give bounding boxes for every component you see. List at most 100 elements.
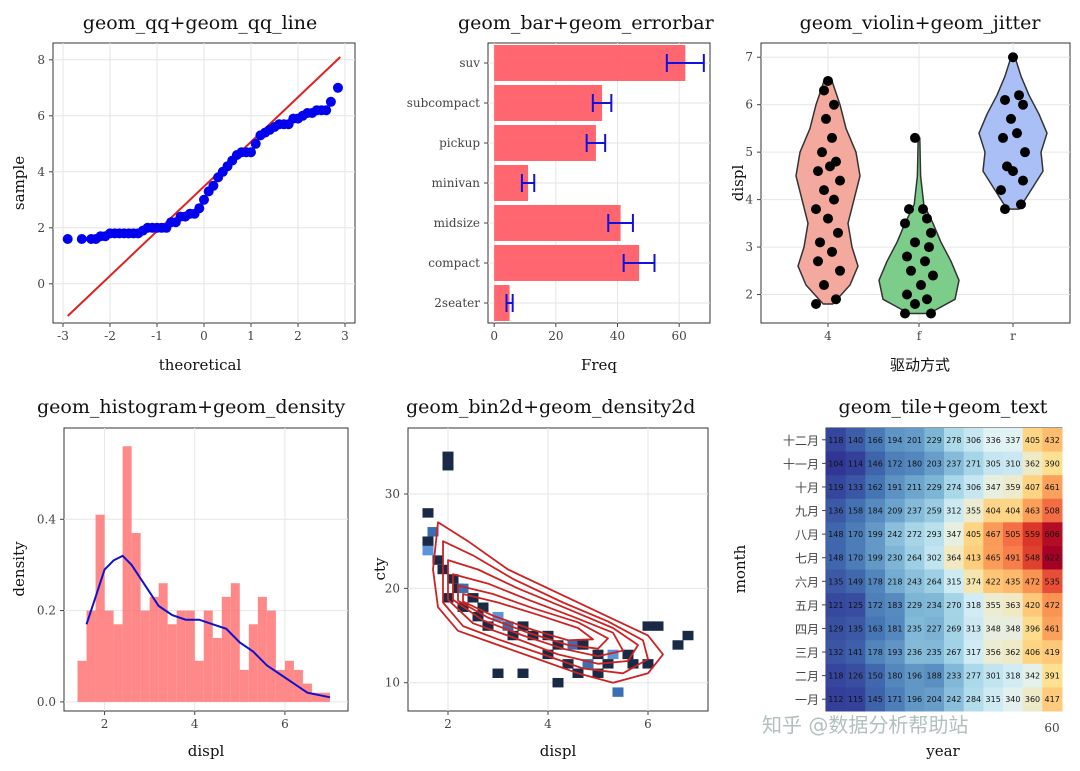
tile-cell-value: 230: [887, 554, 902, 563]
tile-cell-value: 272: [907, 530, 922, 539]
tile-cell: [944, 545, 965, 570]
bar-x-tick-label: 60: [672, 329, 687, 343]
tile-cell-value: 170: [848, 554, 863, 563]
tile-cell: [983, 451, 1004, 476]
bin2d-tile: [507, 630, 519, 641]
tile-cell-value: 312: [946, 507, 961, 516]
tile-cell-value: 284: [966, 695, 981, 704]
tile-cell: [826, 593, 847, 618]
tile-cell: [924, 451, 945, 476]
bin2d-tile: [482, 621, 494, 631]
bin2d-y-tick-label: 10: [385, 676, 400, 690]
tile-cell: [845, 522, 866, 547]
qq-point: [76, 234, 87, 244]
violin-y-tick-label: 2: [745, 288, 753, 302]
bin2d-tile: [492, 668, 504, 678]
tile-cell: [1042, 498, 1063, 523]
hist-x-ticks: 2 4 6: [101, 711, 289, 731]
bar-x-tick-label: 20: [548, 329, 563, 343]
tile-cell: [983, 475, 1004, 500]
tile-month-label: 七月: [795, 552, 819, 566]
jitter-point: [1014, 90, 1024, 101]
jitter-point: [831, 294, 841, 305]
hist-bar: [239, 669, 249, 702]
tile-cell: [924, 428, 945, 453]
bin2d-tile: [457, 583, 469, 594]
jitter-point: [815, 237, 825, 248]
tile-cell: [845, 545, 866, 570]
tile-cell: [865, 498, 886, 523]
violin-x-ticks: 4 f r: [824, 323, 1016, 343]
violin-ylabel: displ: [729, 165, 747, 202]
tile-cell-value: 237: [946, 459, 961, 468]
jitter-point: [900, 218, 910, 229]
tile-month-label: 十二月: [783, 434, 819, 448]
jitter-point: [833, 227, 843, 238]
tile-cell: [904, 687, 925, 712]
bin2d-tile: [427, 527, 439, 537]
tile-cell: [865, 687, 886, 712]
bar-rect: [494, 85, 603, 121]
tile-cell-value: 125: [848, 601, 863, 610]
tile-cells: 118 140 166 194 201 229 278 306 336 337 405 432 104 1…: [826, 428, 1063, 712]
qq-line-segment: [67, 56, 341, 317]
bar-title: geom_bar+geom_errorbar: [458, 12, 715, 34]
hist-y-tick-label: 0.0: [37, 695, 56, 709]
tile-cell-value: 310: [1005, 459, 1020, 468]
tile-cell-value: 315: [986, 695, 1001, 704]
tile-cell-value: 126: [848, 672, 863, 681]
tile-cell-value: 141: [848, 648, 863, 657]
bar-xlabel: Freq: [581, 356, 617, 374]
bin2d-tile: [642, 659, 654, 669]
tile-cell: [845, 640, 866, 665]
tile-cell-value: 305: [986, 459, 1001, 468]
tile-cell: [826, 616, 847, 641]
tile-cell-value: 150: [868, 672, 883, 681]
tile-cell-value: 396: [1025, 624, 1040, 633]
hist-x-tick-label: 6: [281, 717, 289, 731]
tile-cell-value: 119: [828, 483, 843, 492]
tile-cell-value: 302: [927, 554, 942, 563]
tile-cell: [944, 640, 965, 665]
bin2d-tile: [542, 649, 554, 660]
bin2d-x-tick-label: 2: [444, 717, 452, 731]
tile-cell: [865, 428, 886, 453]
watermark-text: 知乎 @数据分析帮助站: [762, 713, 968, 737]
bin2d-tile: [552, 640, 564, 650]
tile-cell: [924, 475, 945, 500]
violin-y-tick-label: 3: [745, 240, 753, 254]
jitter-point: [920, 256, 930, 267]
tile-cell-value: 293: [927, 530, 942, 539]
jitter-point: [1000, 94, 1010, 105]
bin2d-tile: [682, 630, 694, 641]
tile-cell-value: 146: [868, 459, 883, 468]
tile-cell-value: 203: [927, 459, 942, 468]
tile-cell-value: 129: [828, 624, 843, 633]
tile-cell-value: 405: [1025, 436, 1040, 445]
tile-cell-value: 340: [1005, 695, 1020, 704]
tile-cell: [845, 569, 866, 594]
tile-cell: [1042, 475, 1063, 500]
qq-x-ticks: -3 -2 -1 0 1 2 3: [57, 323, 349, 343]
jitter-point: [922, 213, 932, 224]
tile-cell: [944, 522, 965, 547]
bar-y-ticks: suv subcompact pickup minivan midsize compact…: [407, 56, 488, 310]
tile-cell-value: 467: [986, 530, 1001, 539]
hist-bar: [113, 624, 123, 702]
tile-cell: [963, 640, 984, 665]
tile-cell-value: 269: [946, 624, 961, 633]
bar-x-tick-label: 0: [490, 329, 498, 343]
jitter-point: [918, 204, 928, 215]
panel-bar: geom_bar+geom_errorbar 0 20 40 60 suv subcom…: [407, 12, 715, 374]
qq-xlabel: theoretical: [159, 356, 242, 374]
jitter-point: [1006, 113, 1016, 124]
tile-cell: [924, 498, 945, 523]
density2d-contour: [457, 584, 609, 650]
hist-bar: [131, 532, 141, 702]
tile-cell-value: 347: [946, 530, 961, 539]
qq-grid: [53, 43, 355, 323]
tile-cell-value: 149: [848, 577, 863, 586]
qq-x-tick-label: -2: [104, 329, 116, 343]
tile-cell-value: 306: [966, 436, 981, 445]
